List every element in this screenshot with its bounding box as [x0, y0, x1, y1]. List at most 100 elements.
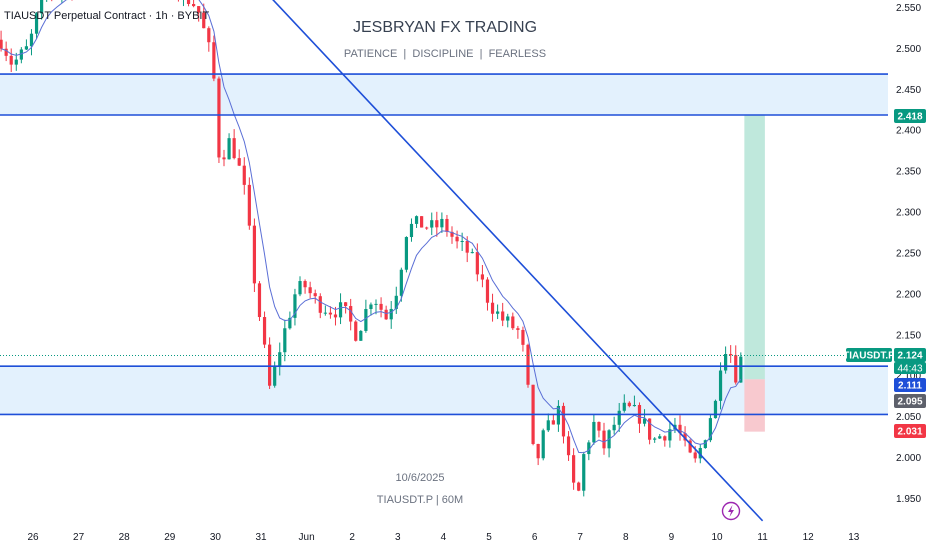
candle-body — [399, 269, 403, 296]
candle-body — [724, 353, 728, 371]
candle-body — [374, 303, 378, 305]
y-tick-label: 2.250 — [896, 248, 921, 259]
trendline — [272, 0, 764, 522]
price-label-box — [894, 362, 926, 374]
candle-body — [536, 443, 540, 459]
watermark: JESBRYAN FX TRADING PATIENCE | DISCIPLIN… — [344, 19, 546, 506]
candle-body — [698, 448, 702, 459]
candle-body — [713, 400, 718, 419]
x-tick-label: 3 — [395, 532, 401, 543]
price-label-text: 2.031 — [897, 427, 922, 438]
y-tick-label: 2.350 — [896, 167, 921, 178]
candle-body — [445, 218, 449, 232]
time-axis[interactable]: 26 27 28 29 30 31 Jun 2 3 4 5 6 7 8 9 10 11 12 13 — [0, 524, 932, 550]
candle-body — [369, 304, 373, 310]
candle-body — [14, 59, 18, 65]
price-label-text: 2.124 — [897, 351, 922, 362]
candle-body — [237, 158, 241, 166]
x-tick-label: Jun — [299, 532, 315, 543]
y-tick-label: 1.950 — [896, 494, 921, 505]
x-tick-label: 9 — [669, 532, 675, 543]
candle-body — [668, 429, 672, 441]
y-tick-label: 2.100 — [896, 371, 921, 382]
candle-body — [242, 165, 246, 185]
candle-body — [283, 328, 287, 353]
candle-body — [663, 436, 667, 441]
candle-body — [480, 274, 485, 280]
candle-body — [197, 6, 201, 13]
candle-body — [592, 421, 596, 443]
candle-body — [506, 316, 510, 321]
price-label-box — [894, 348, 926, 362]
candle-body — [658, 436, 662, 439]
x-tick-label: 4 — [441, 532, 447, 543]
x-tick-label: 6 — [532, 532, 538, 543]
x-tick-label: 27 — [73, 532, 85, 543]
price-label-text: TIAUSDT.P — [843, 351, 895, 362]
x-tick-label: 5 — [486, 532, 492, 543]
candle-body — [602, 430, 606, 449]
candle-body — [734, 355, 738, 383]
candle-body — [318, 296, 322, 313]
candle-body — [496, 311, 500, 314]
price-label-box — [894, 378, 926, 392]
candle-body — [313, 293, 317, 297]
position-layer — [744, 115, 765, 432]
candle-body — [222, 157, 226, 160]
x-tick-label: 7 — [577, 532, 583, 543]
candle-body — [364, 309, 368, 331]
candle-body — [511, 316, 515, 329]
support-resistance-zone — [0, 74, 888, 116]
candle-body — [572, 455, 576, 483]
price-label-box — [894, 394, 926, 408]
candle-body — [19, 49, 23, 60]
stop-zone — [744, 379, 765, 432]
candle-body — [708, 418, 713, 441]
candle-body — [430, 220, 434, 228]
price-axis[interactable]: 2.550 2.500 2.450 2.400 2.350 2.300 2.250 2.200… — [888, 0, 932, 550]
candle-body — [24, 46, 29, 50]
candle-body — [293, 294, 297, 318]
candle-body — [688, 440, 692, 453]
candle-body — [450, 231, 454, 237]
candle-body — [273, 365, 277, 386]
candle-body — [257, 283, 262, 318]
candle-body — [587, 442, 591, 455]
x-tick-label: 13 — [848, 532, 860, 543]
moving-average-line — [0, 0, 742, 454]
candle-body — [739, 356, 743, 383]
flash-icon[interactable] — [721, 501, 741, 521]
candle-body — [409, 223, 414, 238]
candle-body — [546, 420, 550, 431]
candle-body — [247, 184, 251, 226]
candle-body — [561, 405, 566, 437]
candle-body — [354, 321, 358, 341]
candle-body — [521, 329, 525, 345]
candle-body — [4, 48, 8, 56]
candle-body — [323, 312, 327, 314]
candle-body — [718, 370, 723, 401]
target-zone — [744, 115, 765, 380]
candle-body — [29, 33, 34, 47]
candle-body — [0, 39, 3, 49]
candle-body — [501, 311, 505, 321]
candle-body — [268, 344, 272, 386]
candle-body — [577, 482, 581, 491]
candle-body — [303, 281, 307, 288]
candle-body — [414, 216, 419, 224]
candle-body — [202, 12, 206, 29]
price-label-text: 2.111 — [898, 381, 922, 392]
x-tick-label: 30 — [210, 532, 222, 543]
price-label-box — [846, 348, 892, 362]
candle-body — [425, 227, 429, 229]
candle-body — [217, 78, 221, 158]
candle-body — [207, 28, 211, 43]
x-tick-label: 2 — [349, 532, 355, 543]
candle-body — [703, 440, 707, 449]
candle-body — [642, 418, 647, 424]
candle-body — [465, 240, 469, 253]
candle-body — [617, 410, 621, 425]
candle-body — [460, 240, 464, 242]
